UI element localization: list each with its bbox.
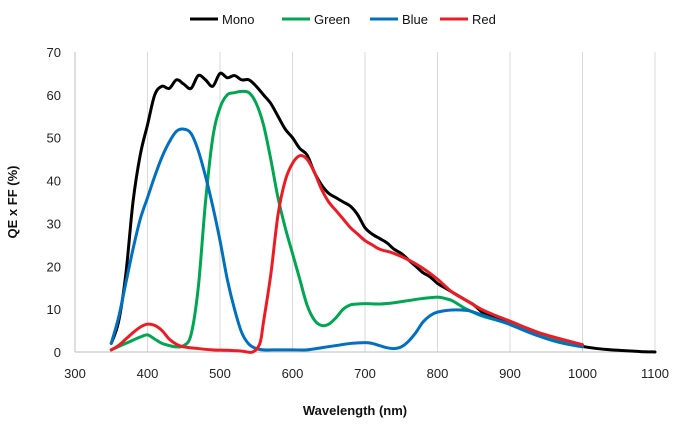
tick-labels: 300 400 500 600 700 800 900 1000 1100 0 10 20 30 40 50… (47, 45, 669, 381)
x-tick-label: 300 (64, 366, 86, 381)
grid (74, 52, 656, 353)
legend-label-blue: Blue (402, 12, 428, 27)
y-tick-label: 50 (47, 131, 61, 146)
x-tick-label: 1000 (568, 366, 597, 381)
y-axis-label: QE x FF (%) (5, 166, 20, 239)
series-line-blue (109, 127, 584, 352)
y-tick-label: 60 (47, 88, 61, 103)
series-line-mono (109, 71, 657, 354)
series-line-green (109, 89, 584, 352)
x-tick-label: 900 (499, 366, 521, 381)
x-tick-label: 1100 (641, 366, 669, 381)
x-tick-label: 700 (354, 366, 376, 381)
x-axis-label: Wavelength (nm) (303, 403, 407, 418)
y-tick-label: 0 (54, 345, 61, 360)
legend-label-red: Red (472, 12, 496, 27)
y-tick-label: 70 (47, 45, 61, 60)
y-tick-label: 10 (47, 302, 61, 317)
x-tick-label: 800 (427, 366, 449, 381)
y-tick-label: 20 (47, 259, 61, 274)
x-tick-label: 600 (282, 366, 304, 381)
series-line-red (109, 154, 584, 354)
legend-label-green: Green (314, 12, 350, 27)
legend: Mono Green Blue Red (190, 12, 496, 27)
y-tick-label: 30 (47, 216, 61, 231)
x-tick-label: 400 (137, 366, 159, 381)
series-lines (109, 71, 657, 354)
x-tick-label: 500 (209, 366, 231, 381)
y-tick-label: 40 (47, 174, 61, 189)
legend-label-mono: Mono (222, 12, 255, 27)
